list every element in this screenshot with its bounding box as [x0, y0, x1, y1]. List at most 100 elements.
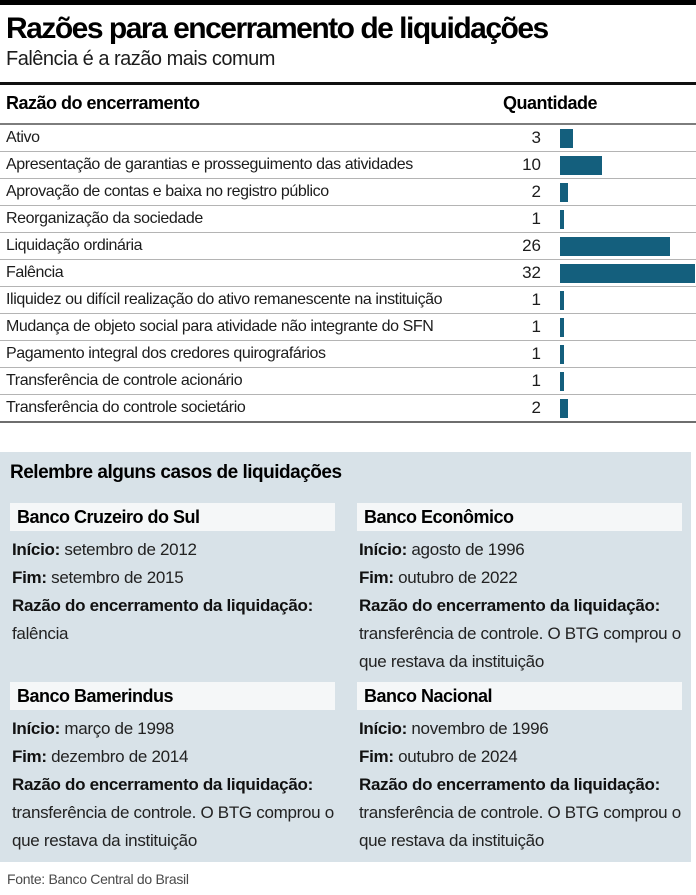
quantity-value: 1: [531, 290, 541, 309]
case-card-banco-bamerindus: Banco Bamerindus Início: março de 1998 F…: [10, 682, 335, 855]
case-end: Fim: outubro de 2022: [359, 564, 682, 592]
start-label: Início:: [359, 540, 407, 559]
reason-label: Ativo: [6, 129, 40, 146]
source-note: Fonte: Banco Central do Brasil: [7, 871, 189, 887]
start-label: Início:: [359, 719, 407, 738]
case-end: Fim: outubro de 2024: [359, 743, 682, 771]
end-value: setembro de 2015: [51, 568, 184, 587]
table-row: Falência 32: [0, 260, 696, 287]
quantity-value: 1: [531, 209, 541, 228]
case-card-body: Início: março de 1998 Fim: dezembro de 2…: [10, 715, 335, 855]
bar: [560, 398, 568, 418]
start-value: setembro de 2012: [64, 540, 197, 559]
end-value: outubro de 2022: [398, 568, 518, 587]
reason-label: Reorganização da sociedade: [6, 210, 203, 227]
start-value: novembro de 1996: [411, 719, 549, 738]
bank-name: Banco Bamerindus: [10, 682, 335, 710]
case-card-banco-nacional: Banco Nacional Início: novembro de 1996 …: [357, 682, 682, 855]
quantity-value: 10: [522, 155, 541, 174]
quantity-value: 1: [531, 344, 541, 363]
bar: [560, 263, 695, 283]
case-reason-value: transferência de controle. O BTG comprou…: [12, 803, 334, 850]
case-card-body: Início: agosto de 1996 Fim: outubro de 2…: [357, 536, 682, 676]
quantity-value: 3: [531, 128, 541, 147]
bar-cell: [541, 398, 696, 418]
table-row: Ativo 3: [0, 125, 696, 152]
table-row: Apresentação de garantias e prosseguimen…: [0, 152, 696, 179]
case-start: Início: março de 1998: [12, 715, 335, 743]
bar: [560, 290, 564, 310]
column-header-quantity: Quantidade: [503, 93, 598, 113]
reason-heading: Razão do encerramento da liquidação:: [359, 596, 660, 615]
case-card-banco-economico: Banco Econômico Início: agosto de 1996 F…: [357, 503, 682, 676]
bar-cell: [541, 263, 696, 283]
case-card-body: Início: novembro de 1996 Fim: outubro de…: [357, 715, 682, 855]
bar-cell: [541, 155, 696, 175]
top-black-rule: [0, 0, 696, 5]
quantity-value: 1: [531, 371, 541, 390]
table-row: Aprovação de contas e baixa no registro …: [0, 179, 696, 206]
bar: [560, 155, 602, 175]
case-reason-value: transferência de controle. O BTG comprou…: [359, 803, 681, 850]
bar: [560, 317, 564, 337]
case-start: Início: setembro de 2012: [12, 536, 335, 564]
quantity-value: 1: [531, 317, 541, 336]
end-label: Fim:: [359, 747, 394, 766]
reason-heading: Razão do encerramento da liquidação:: [12, 775, 313, 794]
reason-label: Transferência de controle acionário: [6, 372, 243, 389]
end-label: Fim:: [12, 747, 47, 766]
start-label: Início:: [12, 719, 60, 738]
reason-heading: Razão do encerramento da liquidação:: [359, 775, 660, 794]
bar-cell: [541, 290, 696, 310]
case-card-banco-cruzeiro-do-sul: Banco Cruzeiro do Sul Início: setembro d…: [10, 503, 335, 676]
case-start: Início: agosto de 1996: [359, 536, 682, 564]
bank-name: Banco Nacional: [357, 682, 682, 710]
case-reason-label: Razão do encerramento da liquidação:: [12, 771, 335, 799]
start-label: Início:: [12, 540, 60, 559]
table-row: Pagamento integral dos credores quirogra…: [0, 341, 696, 368]
case-card-body: Início: setembro de 2012 Fim: setembro d…: [10, 536, 335, 648]
bar: [560, 344, 564, 364]
start-value: agosto de 1996: [411, 540, 525, 559]
table-row: Liquidação ordinária 26: [0, 233, 696, 260]
start-value: março de 1998: [64, 719, 174, 738]
case-reason-value: falência: [12, 624, 69, 643]
end-value: dezembro de 2014: [51, 747, 189, 766]
reason-label: Transferência do controle societário: [6, 399, 246, 416]
bar-cell: [541, 236, 696, 256]
case-end: Fim: setembro de 2015: [12, 564, 335, 592]
cases-cards-grid: Banco Cruzeiro do Sul Início: setembro d…: [10, 503, 682, 855]
case-reason-value: transferência de controle. O BTG comprou…: [359, 624, 681, 671]
bank-name: Banco Econômico: [357, 503, 682, 531]
page-subtitle: Falência é a razão mais comum: [6, 48, 275, 70]
case-reason-label: Razão do encerramento da liquidação:: [359, 771, 682, 799]
bar: [560, 209, 564, 229]
bank-name: Banco Cruzeiro do Sul: [10, 503, 335, 531]
reason-heading: Razão do encerramento da liquidação:: [12, 596, 313, 615]
reason-label: Mudança de objeto social para atividade …: [6, 318, 434, 335]
table-header-row: Razão do encerramento Quantidade: [0, 85, 696, 125]
quantity-value: 2: [531, 398, 541, 417]
reason-label: Liquidação ordinária: [6, 237, 143, 254]
reason-label: Apresentação de garantias e prosseguimen…: [6, 156, 413, 173]
bar: [560, 236, 670, 256]
column-header-reason: Razão do encerramento: [6, 93, 200, 113]
bar-cell: [541, 344, 696, 364]
reason-label: Falência: [6, 264, 64, 281]
table-row: Iliquidez ou difícil realização do ativo…: [0, 287, 696, 314]
quantity-value: 26: [522, 236, 541, 255]
table-row: Mudança de objeto social para atividade …: [0, 314, 696, 341]
end-label: Fim:: [12, 568, 47, 587]
reason-label: Aprovação de contas e baixa no registro …: [6, 183, 329, 200]
reason-label: Iliquidez ou difícil realização do ativo…: [6, 291, 443, 308]
bar-cell: [541, 209, 696, 229]
liquidation-cases-section: Relembre alguns casos de liquidações Ban…: [0, 452, 691, 862]
table-row: Transferência de controle acionário 1: [0, 368, 696, 395]
end-label: Fim:: [359, 568, 394, 587]
case-reason-label: Razão do encerramento da liquidação:: [12, 592, 335, 620]
bar-cell: [541, 371, 696, 391]
bar-cell: [541, 182, 696, 202]
bar: [560, 128, 573, 148]
page-title: Razões para encerramento de liquidações: [6, 12, 549, 45]
